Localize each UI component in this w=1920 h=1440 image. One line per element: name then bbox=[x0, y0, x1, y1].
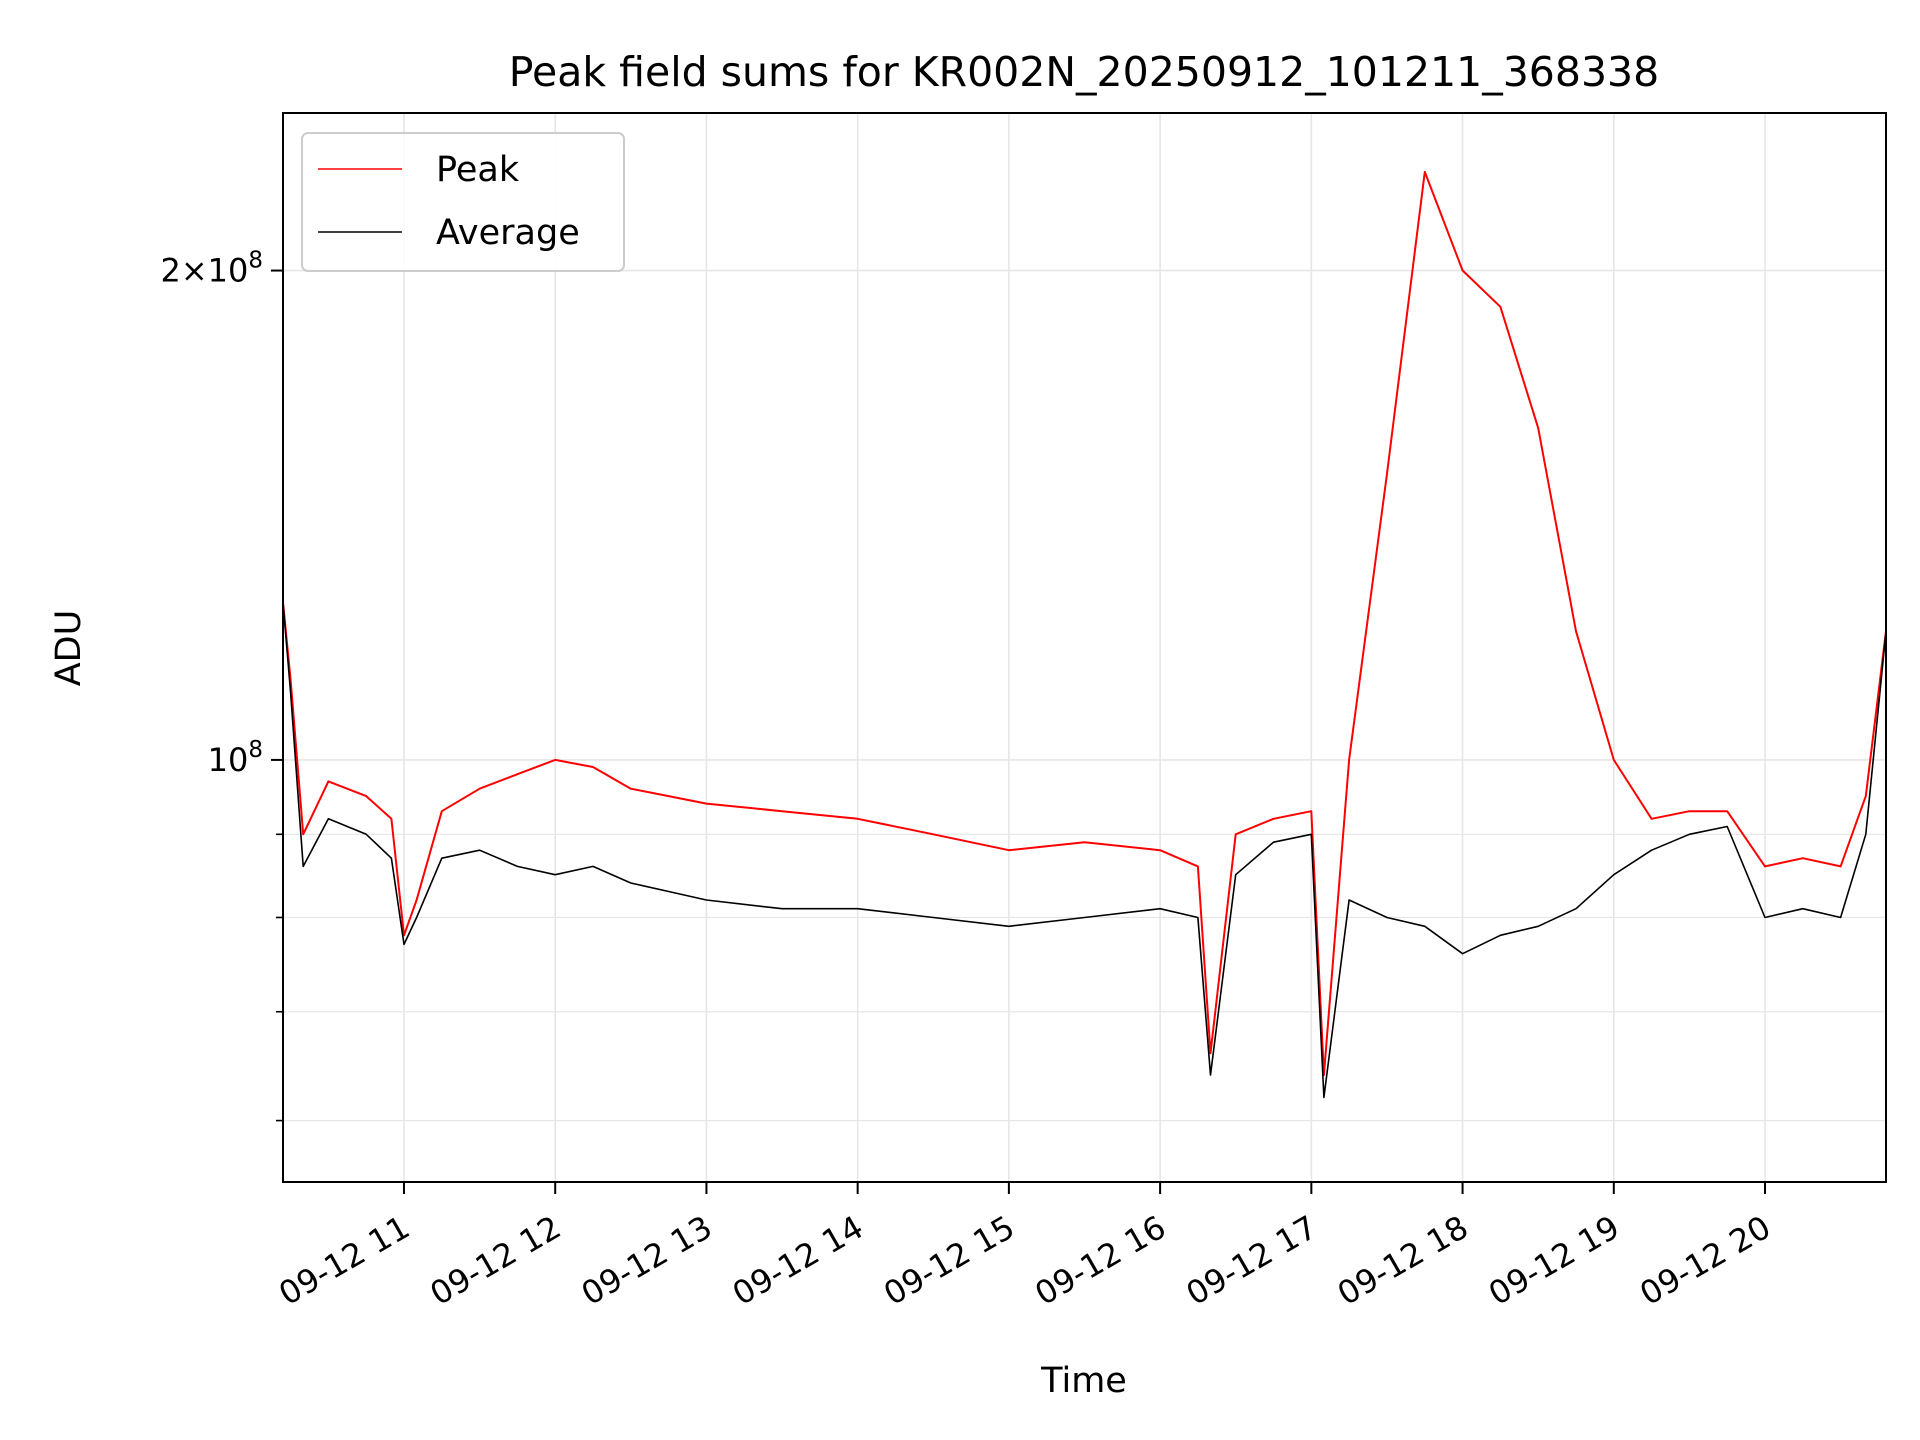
series-line-average bbox=[283, 602, 1886, 1099]
x-tick-label: 09-12 14 bbox=[726, 1208, 870, 1313]
y-axis-label: ADU bbox=[49, 610, 89, 687]
y-tick-label: 108 bbox=[208, 737, 263, 779]
grid bbox=[283, 113, 1886, 1182]
y-axis-ticks: 108 2×108 bbox=[160, 248, 283, 1122]
x-tick-label: 09-12 17 bbox=[1180, 1208, 1324, 1313]
x-tick-label: 09-12 12 bbox=[424, 1208, 568, 1313]
chart-title: Peak field sums for KR002N_20250912_1012… bbox=[509, 48, 1659, 96]
legend-label-average: Average bbox=[436, 213, 580, 253]
x-tick-label: 09-12 13 bbox=[575, 1208, 719, 1313]
series-layer bbox=[283, 170, 1886, 1099]
x-tick-label: 09-12 18 bbox=[1331, 1208, 1475, 1313]
x-tick-label: 09-12 20 bbox=[1633, 1208, 1777, 1313]
x-axis-label: Time bbox=[1040, 1361, 1127, 1401]
series-line-peak bbox=[283, 170, 1886, 1076]
legend-label-peak: Peak bbox=[436, 150, 520, 190]
x-tick-label: 09-12 19 bbox=[1482, 1208, 1626, 1313]
plot-frame bbox=[282, 112, 1887, 1183]
y-tick-label: 2×108 bbox=[160, 248, 263, 290]
x-tick-label: 09-12 16 bbox=[1029, 1208, 1173, 1313]
legend: Peak Average bbox=[301, 132, 625, 272]
x-tick-label: 09-12 15 bbox=[877, 1208, 1021, 1313]
x-axis-ticks: 09-12 11 09-12 12 09-12 13 09-12 14 09-12 15… bbox=[272, 1182, 1777, 1313]
x-tick-label: 09-12 11 bbox=[272, 1208, 416, 1313]
legend-box bbox=[301, 132, 625, 272]
